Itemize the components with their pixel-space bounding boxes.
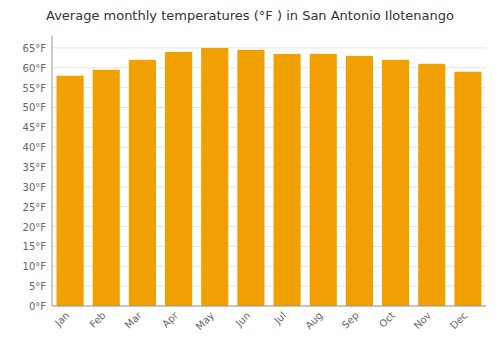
y-axis-line [52,36,53,306]
bar [57,76,84,306]
x-tick-label: Feb [87,310,107,330]
bar [382,60,409,306]
x-axis-line [52,306,486,307]
bar [201,48,228,306]
x-tick-label: Sep [340,310,361,331]
background [0,0,500,350]
bar [418,64,445,306]
y-tick-label: 65°F [23,43,47,54]
bar [129,60,156,306]
bar [346,56,373,306]
x-tick-label: Mar [123,309,145,331]
title: Average monthly temperatures (°F ) in Sa… [46,8,454,23]
bar [165,52,192,306]
x-tick-label: Jul [271,310,288,327]
x-tick-label: Oct [377,310,397,330]
y-tick-label: 0°F [29,301,46,312]
x-tick-label: Dec [448,310,469,331]
y-tick-label: 30°F [23,182,47,193]
y-tick-label: 25°F [23,202,47,213]
y-tick-label: 10°F [23,261,47,272]
y-tick-label: 15°F [23,241,47,252]
bar [93,70,120,306]
y-tick-label: 5°F [29,281,46,292]
x-tick-label: Nov [412,310,434,332]
y-tick-label: 45°F [23,122,47,133]
bar [310,54,337,306]
grid-line [52,306,486,307]
y-tick-label: 40°F [23,142,47,153]
grid-line [52,47,486,48]
bar [274,54,301,306]
y-tick-label: 50°F [23,102,47,113]
x-tick-label: May [194,310,216,332]
y-tick-label: 35°F [23,162,47,173]
x-tick-label: Jun [233,310,253,330]
bar [237,50,264,306]
y-tick-label: 55°F [23,83,47,94]
grid [52,48,486,306]
y-tick-label: 60°F [23,63,47,74]
bar [454,72,481,306]
y-tick-label: 20°F [23,222,47,233]
chart: Average monthly temperatures (°F ) in Sa… [0,0,500,350]
x-tick-label: Aug [303,310,325,332]
x-tick-label: Jan [52,310,71,329]
x-tick-label: Apr [160,309,181,330]
